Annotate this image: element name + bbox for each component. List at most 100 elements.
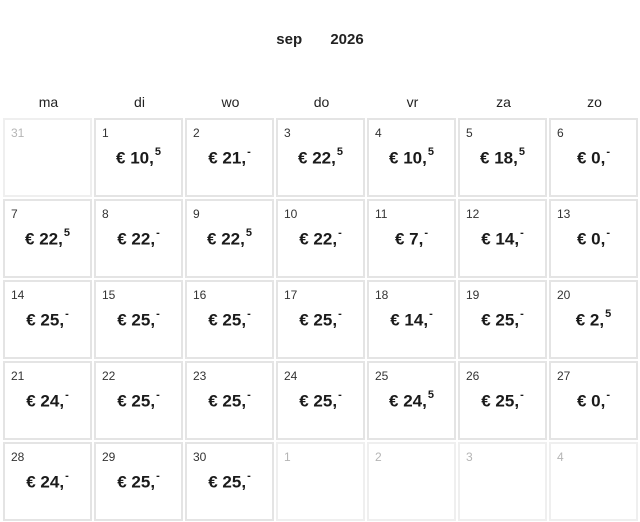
day-price: € 0,- [551,227,636,250]
day-cell[interactable]: 19 € 25,- [458,280,547,359]
day-number: 9 [193,207,200,221]
day-cell[interactable]: 15 € 25,- [94,280,183,359]
day-cell[interactable]: 26 € 25,- [458,361,547,440]
price-main: € 22, [207,229,245,249]
weekday-label: wo [221,94,240,110]
day-price: € 25,- [460,308,545,331]
day-number: 26 [466,369,480,383]
day-cell: 3 [458,442,547,521]
day-cell[interactable]: 21 € 24,- [3,361,92,440]
day-price: € 18,5 [460,146,545,169]
day-number: 2 [193,126,200,140]
day-number: 20 [557,288,571,302]
day-number: 31 [11,126,25,140]
day-cell[interactable]: 23 € 25,- [185,361,274,440]
day-cell[interactable]: 5 € 18,5 [458,118,547,197]
price-main: € 24, [26,472,65,492]
price-main: € 0, [576,229,606,249]
price-cents: - [338,308,342,320]
day-cell[interactable]: 7 € 22,5 [3,199,92,278]
price-cents: 5 [245,227,252,239]
price-main: € 25, [208,391,247,411]
price-cents: - [156,227,160,239]
day-price: € 25,- [187,470,272,493]
day-cell[interactable]: 14 € 25,- [3,280,92,359]
price-cents: - [65,389,69,401]
price-main: € 25, [481,310,520,330]
day-price: € 25,- [278,389,363,412]
day-cell[interactable]: 27 € 0,- [549,361,638,440]
day-cell[interactable]: 16 € 25,- [185,280,274,359]
price-cents: 5 [427,146,434,158]
day-number: 12 [466,207,480,221]
price-main: € 22, [299,229,338,249]
price-cents: 5 [336,146,343,158]
day-price: € 25,- [278,308,363,331]
price-main: € 25, [299,391,338,411]
day-number: 15 [102,288,116,302]
day-price: € 24,5 [369,389,454,412]
day-cell[interactable]: 29 € 25,- [94,442,183,521]
day-price: € 14,- [460,227,545,250]
day-cell[interactable]: 8 € 22,- [94,199,183,278]
price-cents: 5 [518,146,525,158]
month-year-title: sep 2026 [0,31,640,48]
day-price: € 0,- [551,146,636,169]
price-main: € 25, [117,472,156,492]
day-price: € 22,5 [187,227,272,250]
day-number: 1 [102,126,109,140]
day-price: € 21,- [187,146,272,169]
day-cell[interactable]: 12 € 14,- [458,199,547,278]
price-main: € 18, [480,148,518,168]
day-cell: 1 [276,442,365,521]
day-cell[interactable]: 4 € 10,5 [367,118,456,197]
day-number: 13 [557,207,571,221]
day-number: 21 [11,369,25,383]
day-cell[interactable]: 11 € 7,- [367,199,456,278]
price-main: € 22, [117,229,156,249]
day-cell[interactable]: 13 € 0,- [549,199,638,278]
day-price: € 25,- [96,308,181,331]
day-cell: 4 [549,442,638,521]
day-cell[interactable]: 28 € 24,- [3,442,92,521]
day-number: 10 [284,207,298,221]
day-number: 4 [557,450,564,464]
day-cell[interactable]: 30 € 25,- [185,442,274,521]
price-main: € 0, [576,391,606,411]
price-main: € 7, [394,229,424,249]
day-number: 11 [375,207,388,221]
price-main: € 25, [26,310,65,330]
day-cell[interactable]: 3 € 22,5 [276,118,365,197]
price-cents: - [156,308,160,320]
day-number: 6 [557,126,564,140]
day-cell[interactable]: 9 € 22,5 [185,199,274,278]
day-cell[interactable]: 17 € 25,- [276,280,365,359]
day-cell[interactable]: 18 € 14,- [367,280,456,359]
day-cell[interactable]: 1 € 10,5 [94,118,183,197]
day-price: € 25,- [187,308,272,331]
day-number: 24 [284,369,298,383]
weekday-label: za [496,94,511,110]
price-cents: - [65,470,69,482]
day-number: 19 [466,288,480,302]
price-cents: - [520,389,524,401]
day-cell[interactable]: 10 € 22,- [276,199,365,278]
day-cell[interactable]: 22 € 25,- [94,361,183,440]
day-cell[interactable]: 20 € 2,5 [549,280,638,359]
day-cell[interactable]: 6 € 0,- [549,118,638,197]
day-price: € 25,- [96,470,181,493]
day-number: 23 [193,369,207,383]
day-cell[interactable]: 2 € 21,- [185,118,274,197]
price-cents: - [338,227,342,239]
day-price: € 25,- [96,389,181,412]
day-price: € 7,- [369,227,454,250]
day-cell[interactable]: 24 € 25,- [276,361,365,440]
price-cents: 5 [427,389,434,401]
price-cents: 5 [154,146,161,158]
day-cell[interactable]: 25 € 24,5 [367,361,456,440]
price-main: € 22, [298,148,336,168]
day-number: 3 [284,126,291,140]
day-number: 29 [102,450,116,464]
price-main: € 2, [575,310,605,330]
price-cents: - [606,227,611,239]
